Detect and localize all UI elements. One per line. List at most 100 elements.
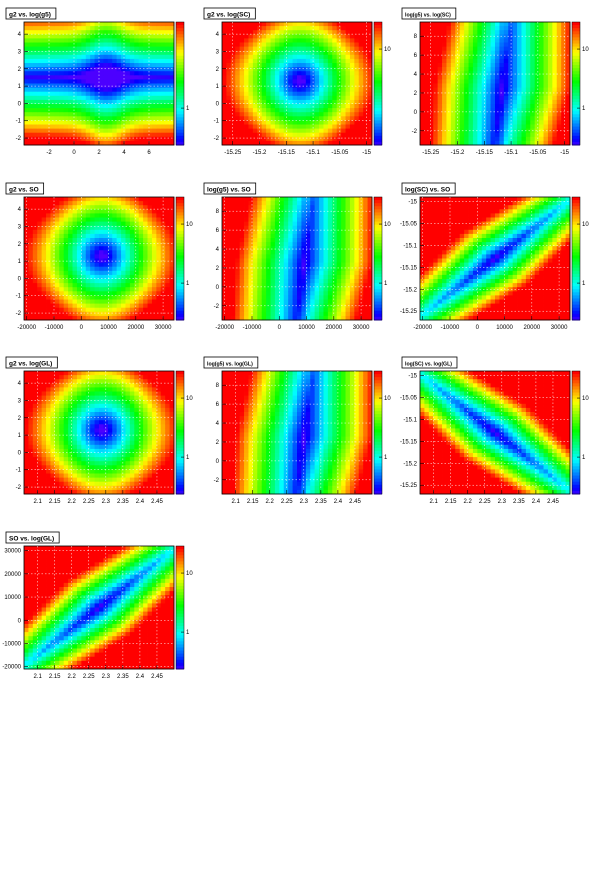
heatmap-cell	[446, 75, 452, 80]
heatmap-cell	[517, 91, 522, 97]
heatmap-cell	[37, 274, 43, 280]
heatmap-cell	[94, 83, 100, 88]
heatmap-cell	[116, 213, 122, 218]
heatmap-cell	[270, 54, 276, 60]
heatmap-cell	[261, 63, 267, 68]
heatmap-cell	[301, 225, 307, 231]
heatmap-cell	[222, 209, 227, 214]
color-scale-step	[374, 117, 382, 121]
heatmap-cell	[534, 75, 540, 80]
heatmap-cell	[143, 50, 148, 56]
heatmap-cell	[495, 42, 500, 47]
color-scale-step	[176, 86, 184, 91]
heatmap-cell	[305, 91, 311, 97]
heatmap-cell	[90, 136, 95, 142]
heatmap-cell	[143, 120, 148, 125]
heatmap-cell	[261, 108, 267, 113]
heatmap-cell	[226, 295, 232, 300]
heatmap-cell	[151, 266, 157, 272]
heatmap-cell	[297, 279, 302, 284]
heatmap-cell	[336, 58, 342, 64]
heatmap-cell	[297, 213, 302, 218]
heatmap-cell	[151, 254, 157, 259]
heatmap-cell	[235, 42, 241, 47]
heatmap-cell	[230, 95, 236, 101]
heatmap-cell	[103, 303, 109, 309]
heatmap-cell	[169, 124, 175, 129]
heatmap-cell	[539, 58, 544, 64]
heatmap-cell	[464, 26, 469, 31]
heatmap-cell	[239, 197, 245, 202]
heatmap-cell	[129, 287, 135, 292]
heatmap-cell	[107, 311, 113, 317]
heatmap-cell	[455, 46, 461, 52]
heatmap-cell	[107, 46, 113, 52]
heatmap-cell	[121, 104, 126, 109]
heatmap-cell	[32, 132, 38, 138]
heatmap-cell	[76, 30, 82, 35]
heatmap-cell	[37, 221, 43, 227]
heatmap-cell	[459, 95, 465, 101]
heatmap-cell	[261, 266, 267, 272]
heatmap-cell	[283, 279, 289, 284]
heatmap-cell	[341, 67, 346, 72]
heatmap-cell	[112, 225, 118, 231]
heatmap-cell	[85, 63, 91, 68]
heatmap-cell	[129, 270, 135, 276]
heatmap-cell	[94, 254, 100, 259]
heatmap-cell	[490, 120, 496, 125]
heatmap-cell	[28, 225, 34, 231]
heatmap-cell	[292, 274, 298, 280]
heatmap-cell	[472, 58, 478, 64]
heatmap-cell	[147, 221, 153, 227]
heatmap-cell	[565, 136, 571, 142]
heatmap-cell	[464, 71, 469, 76]
heatmap-cell	[99, 71, 104, 76]
heatmap-cell	[270, 58, 276, 64]
heatmap-cell	[336, 79, 342, 84]
heatmap-cell	[292, 201, 298, 206]
heatmap-cell	[363, 128, 368, 134]
heatmap-cell	[310, 50, 316, 56]
heatmap-cell	[310, 26, 316, 31]
color-scale-step	[572, 46, 580, 51]
heatmap-cell	[521, 50, 527, 56]
heatmap-cell	[503, 108, 509, 113]
heatmap-cell	[503, 34, 509, 39]
heatmap-cell	[292, 50, 298, 56]
heatmap-cell	[244, 124, 249, 129]
heatmap-cell	[257, 299, 263, 304]
heatmap-cell	[252, 71, 258, 76]
heatmap-cell	[138, 30, 144, 35]
heatmap-cell	[459, 108, 465, 113]
heatmap-cell	[103, 283, 109, 288]
heatmap-cell	[279, 67, 285, 72]
heatmap-cell	[156, 270, 162, 276]
heatmap-cell	[279, 291, 285, 296]
heatmap-cell	[424, 116, 430, 121]
heatmap-cell	[147, 242, 153, 247]
heatmap-cell	[292, 197, 298, 202]
heatmap-cell	[116, 99, 122, 105]
heatmap-cell	[76, 120, 82, 125]
heatmap-cell	[349, 136, 355, 142]
heatmap-cell	[54, 262, 60, 268]
heatmap-cell	[41, 254, 47, 259]
heatmap-cell	[270, 128, 276, 134]
heatmap-cell	[561, 50, 566, 56]
heatmap-cell	[85, 87, 91, 93]
heatmap-cell	[24, 311, 29, 317]
heatmap-cell	[288, 246, 293, 251]
y-tick-label: -1	[16, 294, 22, 300]
heatmap-cell	[345, 30, 351, 35]
heatmap-cell	[257, 75, 263, 80]
heatmap-cell	[323, 120, 329, 125]
heatmap-cell	[143, 311, 148, 317]
heatmap-cell	[288, 71, 293, 76]
heatmap-cell	[81, 124, 87, 129]
heatmap-cell	[156, 124, 162, 129]
heatmap-cell	[459, 83, 465, 88]
heatmap-cell	[468, 50, 474, 56]
heatmap-cell	[274, 50, 280, 56]
heatmap-cell	[107, 201, 113, 206]
